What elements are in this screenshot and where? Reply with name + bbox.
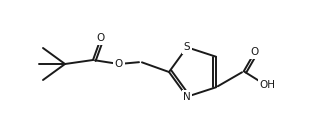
Text: O: O	[115, 59, 123, 69]
Text: O: O	[97, 33, 105, 43]
Text: S: S	[184, 42, 190, 52]
Text: OH: OH	[260, 80, 276, 90]
Text: N: N	[183, 92, 191, 102]
Text: O: O	[251, 47, 259, 57]
